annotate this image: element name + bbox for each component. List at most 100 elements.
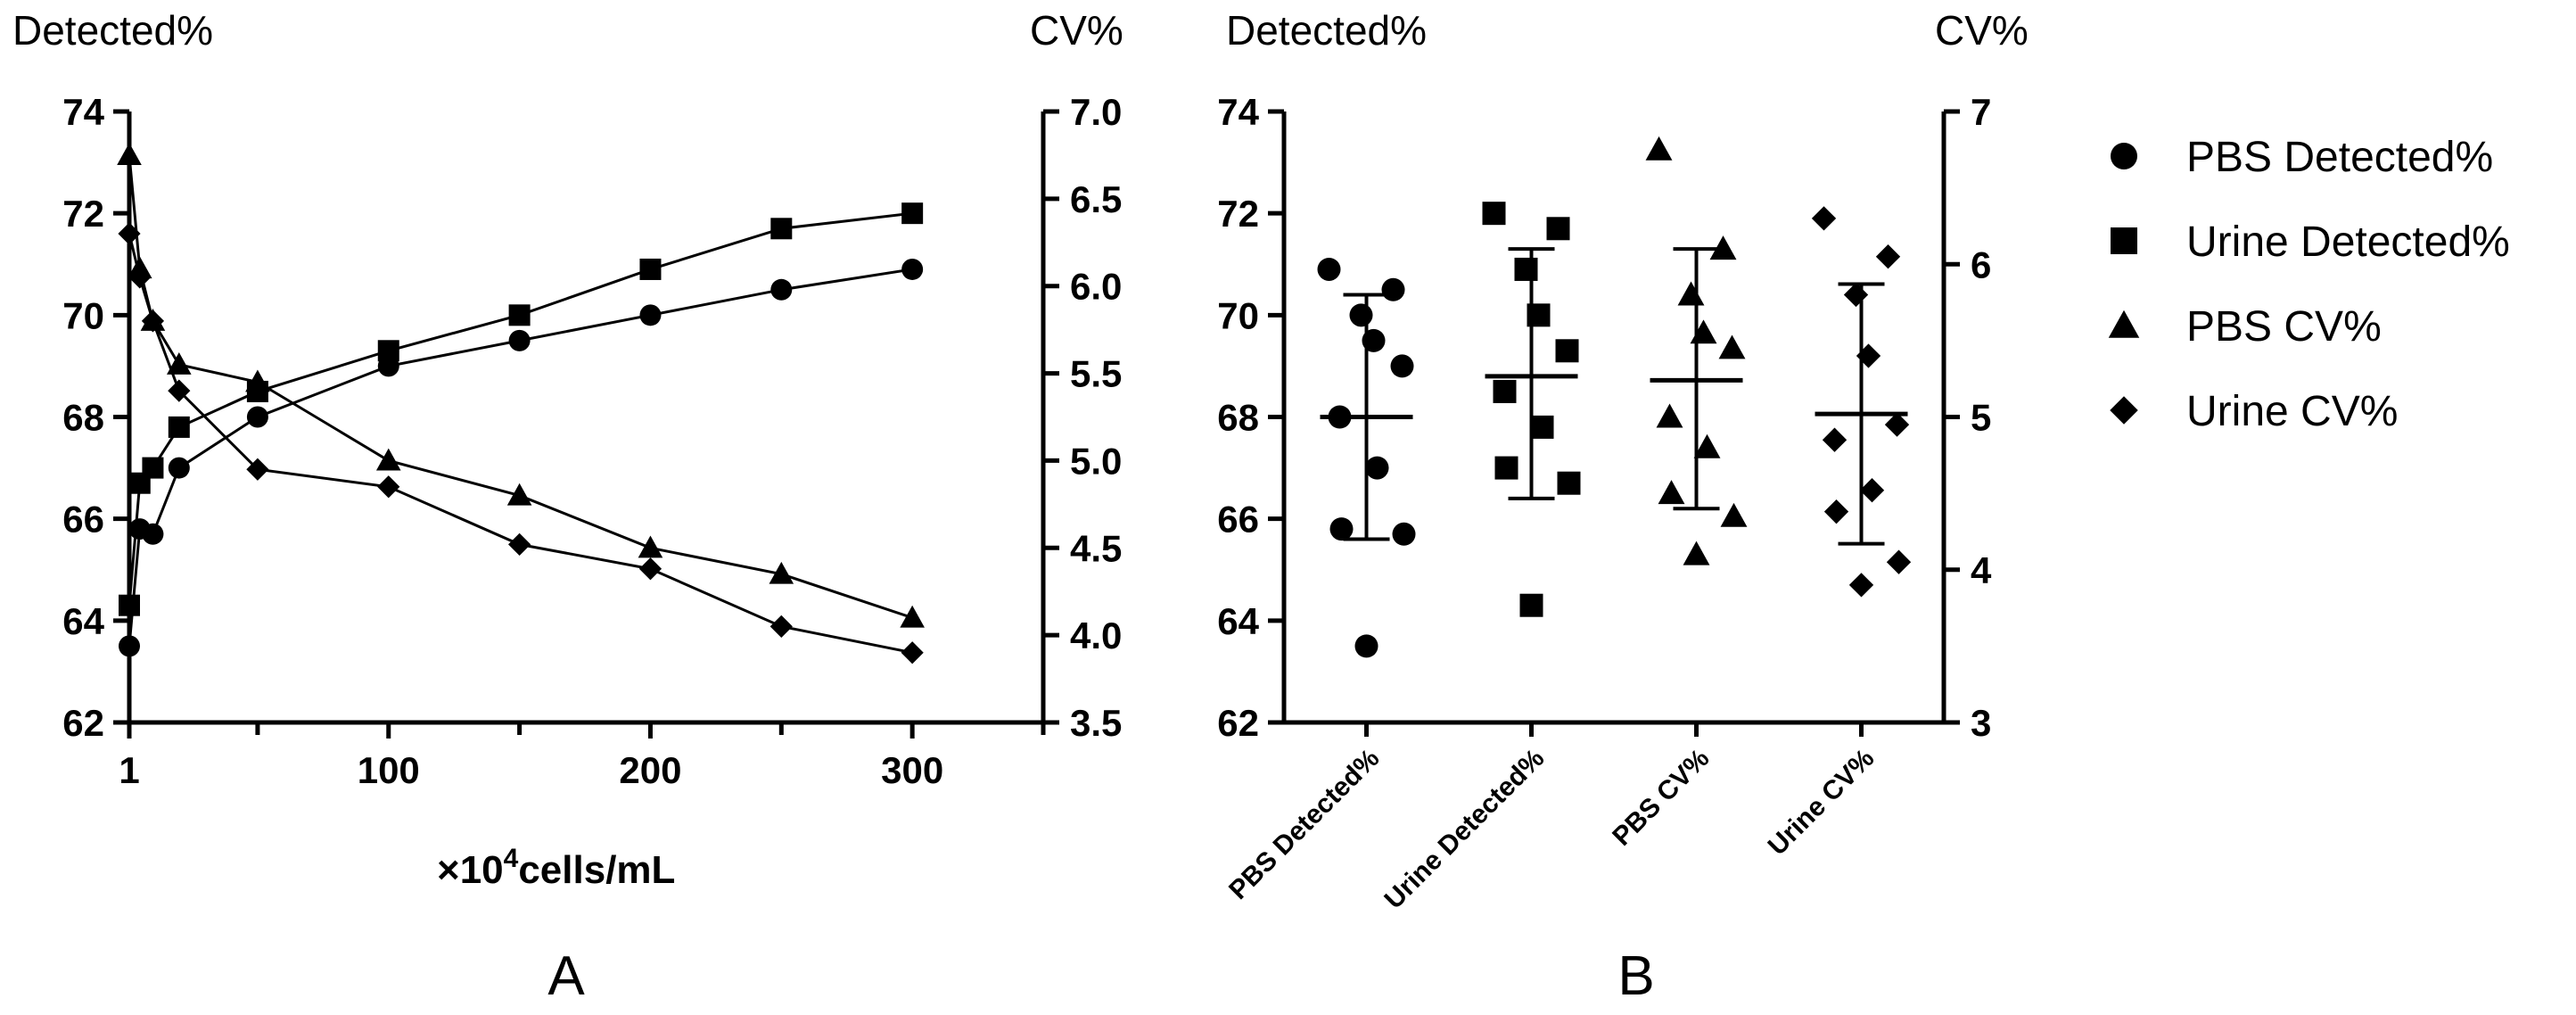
panel-a-point-diamond xyxy=(638,557,663,581)
panel-a-line-diamond xyxy=(128,233,913,655)
panel-b: Detected% CV% 62 64 66 68 70 72 74 3 4 5 6 7 PBS Det… xyxy=(1217,7,2029,1007)
panel-a-right-tick-label: 5.0 xyxy=(1070,440,1122,482)
panel-a-left-tick-label: 64 xyxy=(62,600,104,642)
panel-b-category-label: Urine Detected% xyxy=(1379,744,1551,915)
panel-a-point-circle xyxy=(770,278,793,301)
panel-a-point-square xyxy=(168,416,190,438)
panel-b-point-diamond xyxy=(1856,343,1881,368)
panel-a-point-diamond xyxy=(508,532,531,556)
panel-a-point-square xyxy=(119,594,140,616)
panel-b-point-triangle xyxy=(1690,319,1717,344)
panel-b-left-axis-title: Detected% xyxy=(1226,7,1427,54)
panel-a-point-triangle xyxy=(167,351,192,375)
panel-b-left-tick-label: 62 xyxy=(1217,702,1259,744)
panel-b-point-diamond xyxy=(1859,478,1885,503)
panel-b-point-square xyxy=(1482,202,1506,226)
panel-a-point-diamond xyxy=(246,458,269,481)
panel-a-point-circle xyxy=(119,635,140,657)
panel-b-point-square xyxy=(1527,303,1551,327)
panel-a-point-triangle xyxy=(375,448,401,471)
panel-b-point-circle xyxy=(1365,456,1389,480)
panel-b-point-square xyxy=(1514,257,1538,281)
panel-b-left-tick-label: 72 xyxy=(1217,193,1259,235)
panel-a-point-square xyxy=(770,218,793,240)
panel-b-right-tick-label: 7 xyxy=(1971,91,1991,133)
panel-a-right-tick-label: 4.0 xyxy=(1070,615,1122,656)
legend-marker-triangle xyxy=(2108,309,2140,338)
panel-b-point-triangle xyxy=(1709,235,1737,260)
legend-label: PBS CV% xyxy=(2186,303,2382,351)
legend-label: Urine CV% xyxy=(2186,388,2398,435)
panel-b-point-square xyxy=(1519,593,1543,617)
panel-a-label: A xyxy=(547,945,585,1007)
panel-b-point-triangle xyxy=(1720,502,1748,527)
panel-a-point-square xyxy=(901,202,924,225)
panel-b-point-triangle xyxy=(1677,281,1705,306)
panel-a-point-triangle xyxy=(769,561,794,584)
panel-b-point-circle xyxy=(1381,277,1405,301)
panel-b-point-triangle xyxy=(1656,403,1683,428)
panel-a-point-triangle xyxy=(245,369,270,392)
panel-b-point-diamond xyxy=(1843,282,1869,308)
legend: PBS Detected% Urine Detected% PBS CV% Urine… xyxy=(2108,134,2510,435)
panel-a-left-tick-label: 74 xyxy=(62,91,104,133)
panel-a-point-square xyxy=(377,340,399,362)
panel-a-right-tick-label: 6.5 xyxy=(1070,178,1122,220)
panel-a-point-triangle xyxy=(117,143,142,165)
panel-b-point-circle xyxy=(1354,634,1379,658)
panel-b-point-circle xyxy=(1362,328,1386,352)
panel-a-right-tick-label: 6.0 xyxy=(1070,266,1122,308)
panel-a-left-tick-label: 70 xyxy=(62,294,104,336)
panel-b-category-label: PBS CV% xyxy=(1607,744,1715,852)
panel-a-point-triangle xyxy=(506,483,532,506)
panel-b-point-diamond xyxy=(1822,427,1848,452)
panel-a-point-circle xyxy=(639,304,662,326)
panel-a-left-axis-title: Detected% xyxy=(12,7,213,54)
panel-a: Detected% CV% 62 64 66 68 70 72 74 3.5 4.0 4.5 5.0… xyxy=(12,7,1123,1007)
panel-b-point-triangle xyxy=(1645,136,1673,161)
panel-b-point-diamond xyxy=(1886,549,1912,574)
panel-b-label: B xyxy=(1617,945,1654,1007)
panel-a-point-circle xyxy=(508,329,531,351)
panel-b-right-tick-label: 4 xyxy=(1971,549,1992,591)
panel-a-left-tick-label: 68 xyxy=(62,397,104,439)
panel-b-point-triangle xyxy=(1718,334,1746,359)
panel-a-point-diamond xyxy=(770,615,793,638)
panel-a-series-lines xyxy=(128,154,913,655)
panel-b-left-tick-label: 66 xyxy=(1217,499,1259,541)
legend-label: Urine Detected% xyxy=(2186,219,2510,266)
panel-a-point-diamond xyxy=(118,222,141,245)
panel-a-point-square xyxy=(639,258,662,280)
panel-a-point-circle xyxy=(901,258,924,280)
legend-marker-square xyxy=(2111,227,2137,254)
panel-b-point-square xyxy=(1557,471,1581,495)
panel-b-point-circle xyxy=(1328,405,1352,429)
panel-a-x-tick-label: 300 xyxy=(881,749,943,791)
panel-b-left-tick-label: 74 xyxy=(1217,91,1259,133)
panel-a-point-triangle xyxy=(638,535,663,558)
panel-b-point-circle xyxy=(1349,303,1373,327)
panel-b-point-square xyxy=(1546,217,1570,241)
panel-a-markers xyxy=(117,143,925,664)
panel-b-point-circle xyxy=(1392,522,1416,546)
panel-b-point-diamond xyxy=(1848,573,1874,598)
panel-a-x-tick-label: 100 xyxy=(358,749,420,791)
panel-b-left-tick-label: 70 xyxy=(1217,294,1259,336)
panel-a-right-tick-label: 5.5 xyxy=(1070,353,1122,395)
panel-a-point-diamond xyxy=(377,475,400,499)
panel-b-point-diamond xyxy=(1875,244,1901,269)
panel-b-right-tick-label: 6 xyxy=(1971,243,1991,285)
panel-b-point-triangle xyxy=(1693,433,1721,458)
panel-b-point-square xyxy=(1555,339,1579,363)
panel-b-right-tick-label: 3 xyxy=(1971,702,1991,744)
panel-a-point-circle xyxy=(142,523,164,545)
panel-b-point-square xyxy=(1494,456,1518,480)
panel-b-point-triangle xyxy=(1658,480,1685,505)
panel-b-point-square xyxy=(1493,379,1517,403)
panel-a-point-diamond xyxy=(141,309,165,333)
panel-b-point-circle xyxy=(1329,517,1354,541)
panel-a-point-triangle xyxy=(900,605,925,628)
panel-b-markers xyxy=(1317,136,1912,658)
panel-a-left-tick-label: 72 xyxy=(62,193,104,235)
